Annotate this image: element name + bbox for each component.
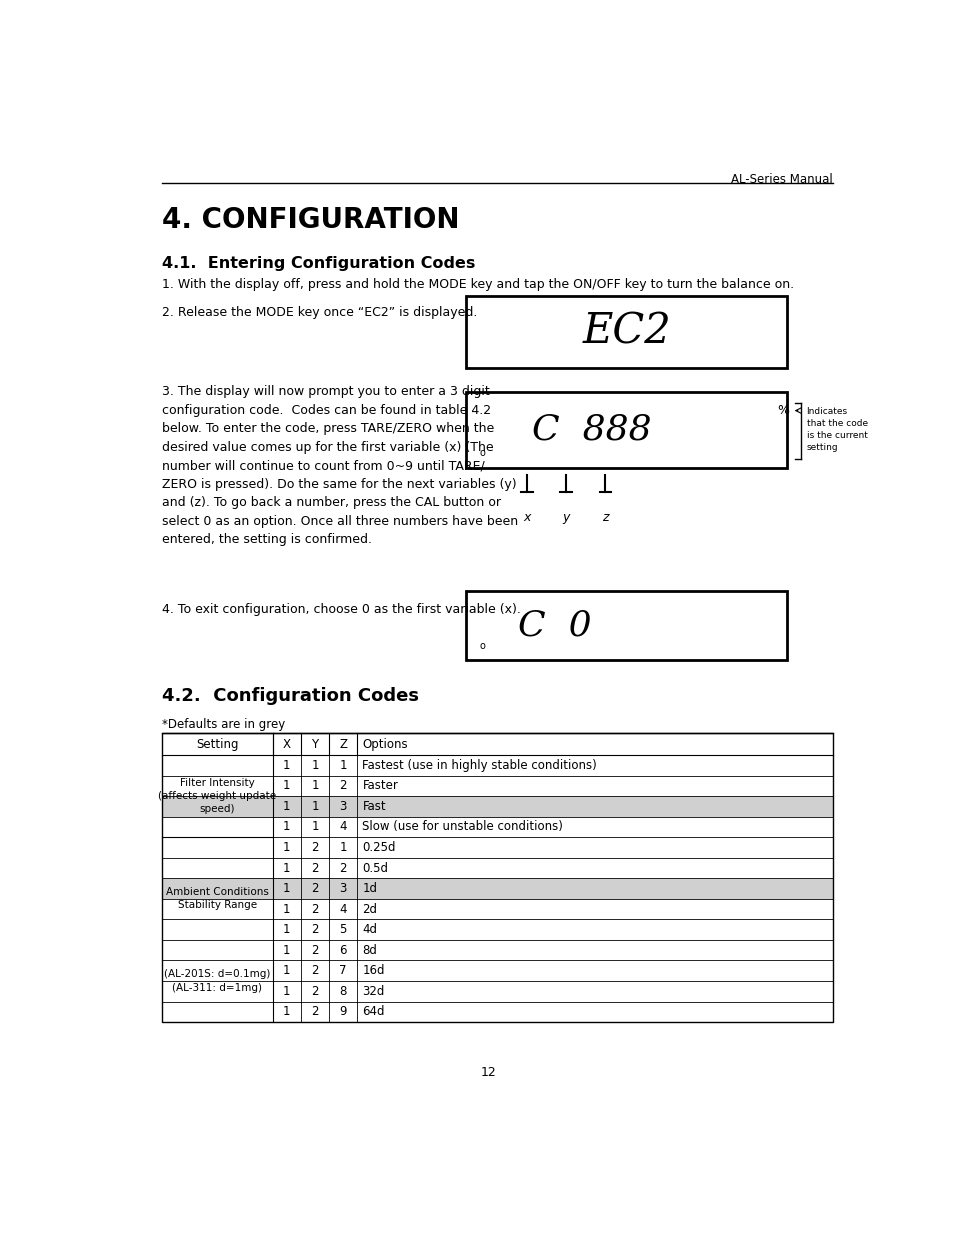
Bar [162, 816, 832, 837]
Text: 1: 1 [283, 882, 291, 895]
Bar [162, 797, 832, 816]
Text: 2d: 2d [362, 903, 377, 915]
Text: 1: 1 [283, 800, 291, 813]
Text: Options: Options [362, 737, 408, 751]
Text: 2: 2 [311, 984, 318, 998]
Text: (AL-201S: d=0.1mg)
(AL-311: d=1mg): (AL-201S: d=0.1mg) (AL-311: d=1mg) [164, 969, 271, 993]
Bar [162, 878, 832, 899]
Text: 1: 1 [283, 944, 291, 957]
Text: C  0: C 0 [517, 609, 592, 642]
Text: Setting: Setting [196, 737, 238, 751]
Text: 2: 2 [311, 965, 318, 977]
Text: 1d: 1d [362, 882, 377, 895]
Bar [162, 734, 832, 755]
Text: %: % [776, 404, 788, 417]
Text: 4. CONFIGURATION: 4. CONFIGURATION [162, 206, 459, 233]
Text: 1: 1 [311, 800, 318, 813]
Text: Fastest (use in highly stable conditions): Fastest (use in highly stable conditions… [362, 758, 597, 772]
Bar [162, 899, 832, 919]
Text: C  888: C 888 [532, 412, 651, 447]
Text: X: X [283, 737, 291, 751]
Text: Slow (use for unstable conditions): Slow (use for unstable conditions) [362, 820, 562, 834]
Text: 2: 2 [311, 862, 318, 874]
Bar [162, 1002, 832, 1023]
Bar [466, 391, 786, 468]
Text: 3. The display will now prompt you to enter a 3 digit
configuration code.  Codes: 3. The display will now prompt you to en… [162, 385, 517, 546]
Text: EC2: EC2 [582, 311, 671, 353]
Text: 64d: 64d [362, 1005, 385, 1019]
Text: 2: 2 [339, 862, 347, 874]
Text: 32d: 32d [362, 984, 384, 998]
Text: 1: 1 [283, 820, 291, 834]
Text: 2: 2 [311, 903, 318, 915]
Text: 6: 6 [339, 944, 347, 957]
Text: y: y [562, 510, 569, 524]
Text: 2: 2 [311, 1005, 318, 1019]
Text: 2: 2 [311, 882, 318, 895]
Bar [162, 734, 832, 1023]
Bar [162, 919, 832, 940]
Text: Z: Z [339, 737, 347, 751]
Bar [162, 776, 832, 797]
Bar [162, 837, 832, 858]
Text: 8: 8 [339, 984, 347, 998]
Text: 3: 3 [339, 882, 347, 895]
Text: 5: 5 [339, 923, 347, 936]
Text: 1: 1 [283, 965, 291, 977]
Text: AL-Series Manual: AL-Series Manual [730, 173, 832, 185]
Text: 2: 2 [311, 841, 318, 853]
Bar [162, 981, 832, 1002]
Text: *Defaults are in grey: *Defaults are in grey [162, 718, 285, 731]
Text: o: o [479, 447, 485, 457]
Text: 1: 1 [283, 779, 291, 793]
Text: Fast: Fast [362, 800, 386, 813]
Text: 3: 3 [339, 800, 347, 813]
Bar [162, 755, 832, 776]
Text: 0.25d: 0.25d [362, 841, 395, 853]
Text: 4.2.  Configuration Codes: 4.2. Configuration Codes [162, 687, 418, 705]
Text: Indicates
that the code
is the current
setting: Indicates that the code is the current s… [805, 408, 866, 452]
Text: 1: 1 [339, 758, 347, 772]
Bar [466, 296, 786, 368]
Text: 2: 2 [311, 923, 318, 936]
Text: 1. With the display off, press and hold the MODE key and tap the ON/OFF key to t: 1. With the display off, press and hold … [162, 278, 794, 290]
Text: 1: 1 [283, 758, 291, 772]
Text: 0.5d: 0.5d [362, 862, 388, 874]
Text: 12: 12 [480, 1066, 497, 1078]
Text: 1: 1 [283, 923, 291, 936]
Text: 7: 7 [339, 965, 347, 977]
Text: 4.1.  Entering Configuration Codes: 4.1. Entering Configuration Codes [162, 256, 475, 270]
Text: Y: Y [311, 737, 318, 751]
Text: x: x [523, 510, 530, 524]
Text: 9: 9 [339, 1005, 347, 1019]
Text: 4: 4 [339, 820, 347, 834]
Text: 2: 2 [311, 944, 318, 957]
Text: o: o [479, 641, 485, 651]
Text: 1: 1 [283, 841, 291, 853]
Text: 4: 4 [339, 903, 347, 915]
Text: 1: 1 [283, 1005, 291, 1019]
Text: 1: 1 [311, 779, 318, 793]
Text: 1: 1 [339, 841, 347, 853]
Text: 8d: 8d [362, 944, 377, 957]
Text: 1: 1 [311, 758, 318, 772]
Text: z: z [601, 510, 608, 524]
Text: 1: 1 [311, 820, 318, 834]
Text: 2: 2 [339, 779, 347, 793]
Text: 1: 1 [283, 984, 291, 998]
Text: 1: 1 [283, 903, 291, 915]
Text: 1: 1 [283, 862, 291, 874]
Text: Filter Intensity
(affects weight update
speed): Filter Intensity (affects weight update … [158, 778, 276, 814]
Text: 4. To exit configuration, choose 0 as the first variable (x).: 4. To exit configuration, choose 0 as th… [162, 603, 520, 615]
Bar [162, 940, 832, 961]
Bar [162, 961, 832, 981]
Bar [466, 592, 786, 661]
Text: 16d: 16d [362, 965, 385, 977]
Text: 4d: 4d [362, 923, 377, 936]
Text: Faster: Faster [362, 779, 398, 793]
Text: Ambient Conditions
Stability Range: Ambient Conditions Stability Range [166, 887, 269, 910]
Bar [162, 858, 832, 878]
Text: 2. Release the MODE key once “EC2” is displayed.: 2. Release the MODE key once “EC2” is di… [162, 306, 477, 319]
